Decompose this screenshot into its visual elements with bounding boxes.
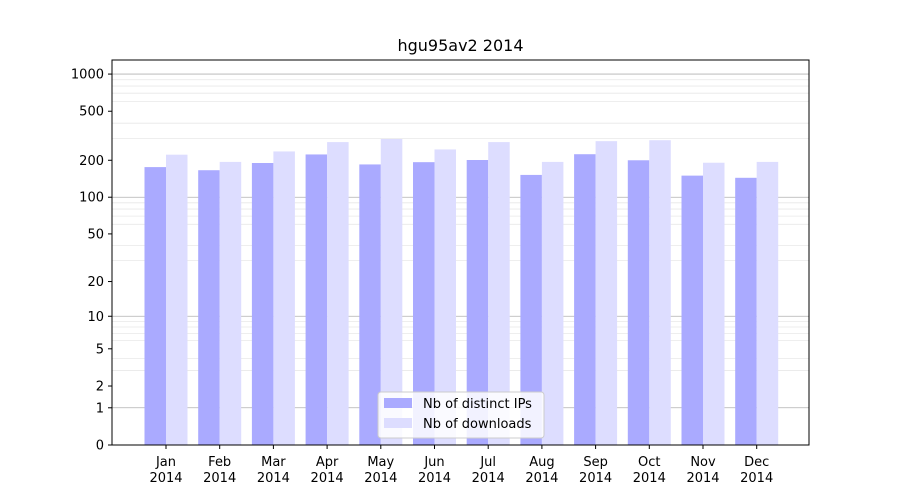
x-axis: Jan 2014 Feb 2014 Mar 2014 Apr 2014 May 2014 Jun 20… — [149, 445, 773, 486]
y-tick-label: 2 — [96, 380, 104, 395]
chart-title: hgu95av2 2014 — [397, 36, 523, 55]
x-tick-label: Feb 2014 — [203, 455, 236, 486]
bar-distinct-ips-jun — [413, 162, 435, 445]
legend-label: Nb of distinct IPs — [423, 397, 532, 412]
bar-downloads-apr — [327, 142, 349, 445]
bar-distinct-ips-mar — [251, 163, 274, 446]
bar-downloads-nov — [703, 162, 725, 445]
x-tick-label: Aug 2014 — [525, 455, 558, 486]
legend-swatch — [384, 398, 412, 408]
x-tick-label: Jun 2014 — [418, 455, 451, 486]
bar-distinct-ips-jan — [144, 167, 166, 445]
bar-distinct-ips-apr — [305, 154, 328, 445]
bar-downloads-oct — [649, 140, 671, 445]
x-tick-label: May 2014 — [364, 455, 397, 486]
bar-distinct-ips-nov — [681, 175, 703, 446]
legend-swatch — [384, 418, 412, 428]
x-tick-label: Mar 2014 — [257, 455, 290, 486]
bar-distinct-ips-aug — [520, 174, 542, 445]
y-tick-label: 0 — [96, 439, 104, 454]
y-tick-label: 20 — [87, 275, 104, 290]
legend: Nb of distinct IPs Nb of downloads — [377, 391, 545, 439]
bar-downloads-jan — [166, 154, 188, 445]
bar-downloads-jul — [488, 142, 510, 445]
x-tick-label: Oct 2014 — [633, 455, 666, 486]
bar-downloads-may — [380, 138, 403, 446]
y-tick-label: 500 — [79, 105, 104, 120]
y-tick-label: 5 — [96, 342, 104, 357]
bar-distinct-ips-dec — [735, 177, 757, 445]
bar-downloads-sep — [595, 141, 618, 445]
bar-distinct-ips-feb — [198, 170, 220, 445]
x-tick-label: Jul 2014 — [472, 455, 505, 486]
bar-downloads-aug — [541, 161, 564, 445]
plot-frame — [111, 59, 810, 446]
legend-label: Nb of downloads — [423, 417, 532, 432]
bar-distinct-ips-may — [359, 164, 381, 446]
bar-downloads-mar — [273, 151, 295, 446]
x-tick-label: Nov 2014 — [686, 455, 719, 486]
y-tick-label: 100 — [79, 191, 104, 206]
x-tick-label: Dec 2014 — [740, 455, 773, 486]
bar-downloads-dec — [756, 161, 779, 445]
y-axis: 0 1 2 5 10 20 50 100 200 500 1000 — [71, 68, 112, 454]
legend-box — [377, 391, 545, 439]
y-tick-label: 1000 — [71, 68, 104, 83]
y-tick-label: 10 — [87, 310, 104, 325]
bar-downloads-jun — [434, 149, 456, 445]
x-tick-label: Apr 2014 — [311, 455, 344, 486]
bar-distinct-ips-oct — [627, 160, 650, 445]
x-tick-label: Sep 2014 — [579, 455, 612, 486]
y-tick-label: 1 — [96, 401, 104, 416]
bars — [144, 138, 779, 446]
bar-distinct-ips-sep — [574, 154, 596, 445]
bar-downloads-feb — [219, 161, 242, 445]
y-tick-label: 50 — [87, 227, 104, 242]
bar-distinct-ips-jul — [466, 160, 489, 445]
x-tick-label: Jan 2014 — [149, 455, 182, 486]
y-tick-label: 200 — [79, 154, 104, 169]
